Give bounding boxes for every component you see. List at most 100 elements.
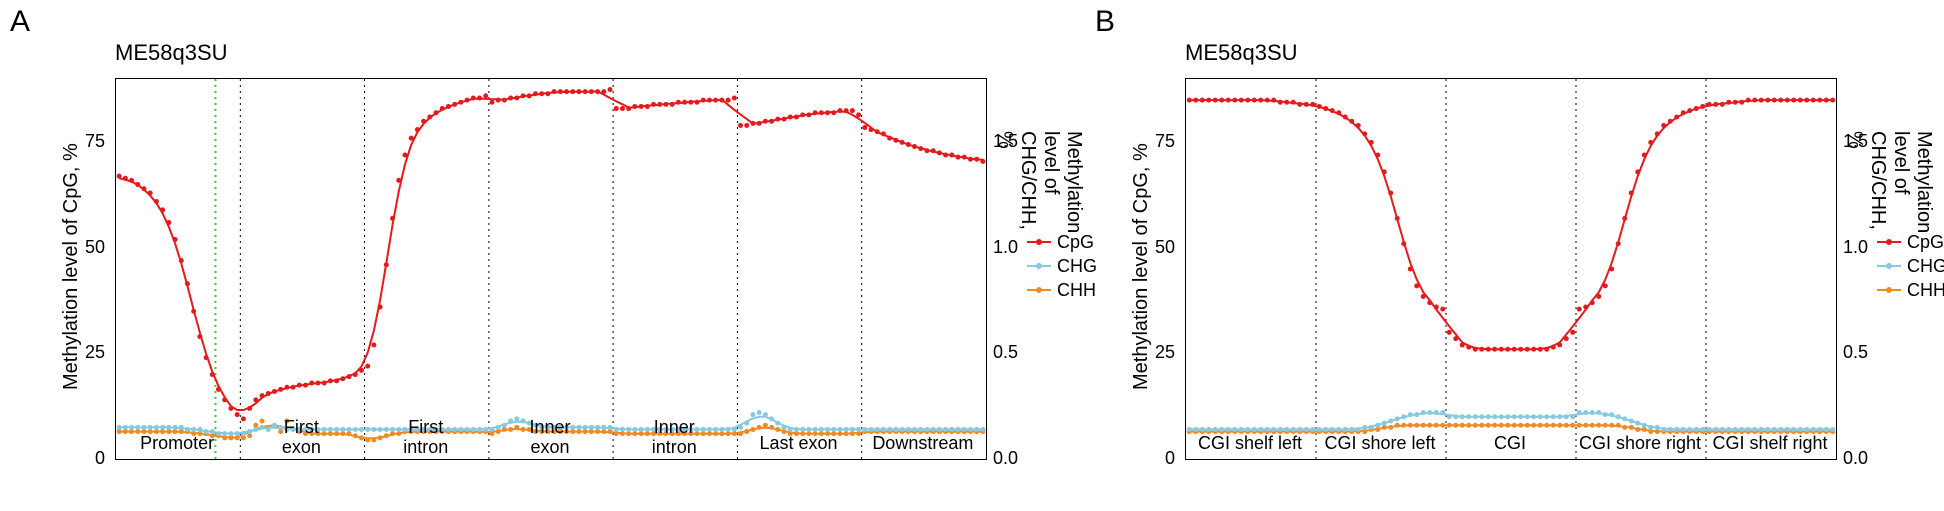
series-point-cpg (1239, 98, 1244, 103)
series-point-cpg (1726, 100, 1731, 105)
series-point-chh (1531, 423, 1536, 428)
series-point-cpg (1271, 98, 1276, 103)
series-point-chg (1583, 410, 1588, 415)
series-point-cpg (1362, 131, 1367, 136)
series-point-cpg (1525, 347, 1530, 352)
series-point-chg (1486, 414, 1491, 419)
series-point-cpg (1252, 98, 1257, 103)
series-point-chh (1616, 423, 1621, 428)
ytick-right: 0.0 (1843, 448, 1868, 469)
series-point-cpg (1694, 106, 1699, 111)
series-point-cpg (1278, 100, 1283, 105)
series-point-chg (1661, 427, 1666, 432)
series-point-cpg (1473, 347, 1478, 352)
series-point-chh (1583, 423, 1588, 428)
series-point-chg (1408, 412, 1413, 417)
series-point-cpg (1427, 300, 1432, 305)
series-point-chh (1466, 423, 1471, 428)
series-point-cpg (1434, 305, 1439, 310)
series-point-cpg (1440, 307, 1445, 312)
series-point-chh (1603, 423, 1608, 428)
series-point-cpg (1804, 98, 1809, 103)
series-point-cpg (1343, 115, 1348, 120)
series-point-chg (1765, 427, 1770, 432)
series-point-chg (1512, 414, 1517, 419)
series-point-chg (1258, 427, 1263, 432)
panel-b: B ME58q3SU Methylation level of CpG, % M… (0, 0, 1924, 500)
series-point-chg (1544, 414, 1549, 419)
series-point-cpg (1349, 119, 1354, 124)
legend-dot-icon (1886, 239, 1892, 245)
series-point-chg (1505, 414, 1510, 419)
series-point-cpg (1674, 115, 1679, 120)
series-point-cpg (1765, 98, 1770, 103)
series-point-cpg (1759, 98, 1764, 103)
series-point-cpg (1557, 343, 1562, 348)
series-point-chh (1518, 423, 1523, 428)
series-point-chg (1668, 427, 1673, 432)
series-point-chh (1408, 423, 1413, 428)
series-point-cpg (1733, 100, 1738, 105)
series-point-chg (1687, 427, 1692, 432)
series-point-chg (1785, 427, 1790, 432)
series-point-chg (1291, 427, 1296, 432)
series-point-chg (1804, 427, 1809, 432)
series-point-chg (1778, 427, 1783, 432)
series-point-cpg (1479, 347, 1484, 352)
series-point-chg (1213, 427, 1218, 432)
series-point-chg (1518, 414, 1523, 419)
series-point-chh (1486, 423, 1491, 428)
series-point-cpg (1778, 98, 1783, 103)
panel-b-svg (1186, 79, 1836, 459)
series-point-chg (1694, 427, 1699, 432)
series-point-chg (1239, 427, 1244, 432)
series-point-chh (1460, 423, 1465, 428)
series-point-chh (1564, 423, 1569, 428)
series-point-cpg (1791, 98, 1796, 103)
series-point-chh (1590, 423, 1595, 428)
series-point-chg (1798, 427, 1803, 432)
ytick-left: 75 (1155, 131, 1175, 152)
series-point-chg (1648, 425, 1653, 430)
series-point-chg (1817, 427, 1822, 432)
series-point-chh (1609, 423, 1614, 428)
series-point-chg (1440, 410, 1445, 415)
series-point-chg (1629, 419, 1634, 424)
series-point-cpg (1200, 98, 1205, 103)
series-point-chh (1629, 425, 1634, 430)
series-point-cpg (1193, 98, 1198, 103)
series-point-chg (1330, 427, 1335, 432)
series-point-chh (1440, 423, 1445, 428)
series-point-chg (1232, 427, 1237, 432)
panel-b-legend: CpGCHGCHH (1877, 230, 1944, 302)
series-point-chg (1356, 427, 1361, 432)
series-point-cpg (1245, 98, 1250, 103)
series-point-chg (1343, 427, 1348, 432)
series-point-chg (1323, 427, 1328, 432)
series-point-chh (1635, 427, 1640, 432)
series-point-chg (1193, 427, 1198, 432)
ytick-right: 1.0 (1843, 237, 1868, 258)
series-point-chh (1577, 423, 1582, 428)
series-point-cpg (1564, 336, 1569, 341)
series-point-cpg (1642, 153, 1647, 158)
series-point-cpg (1655, 131, 1660, 136)
series-point-chg (1460, 414, 1465, 419)
series-point-chg (1349, 427, 1354, 432)
series-point-cpg (1590, 300, 1595, 305)
series-point-chg (1700, 427, 1705, 432)
series-point-cpg (1830, 98, 1835, 103)
series-point-cpg (1538, 347, 1543, 352)
series-point-chg (1655, 425, 1660, 430)
series-point-cpg (1499, 347, 1504, 352)
series-point-chh (1427, 423, 1432, 428)
series-point-chh (1551, 423, 1556, 428)
ytick-left: 25 (1155, 342, 1175, 363)
series-point-chg (1499, 414, 1504, 419)
series-point-chg (1791, 427, 1796, 432)
series-point-chh (1622, 425, 1627, 430)
series-point-chg (1317, 427, 1322, 432)
series-point-chg (1492, 414, 1497, 419)
series-point-cpg (1232, 98, 1237, 103)
series-point-chg (1206, 427, 1211, 432)
